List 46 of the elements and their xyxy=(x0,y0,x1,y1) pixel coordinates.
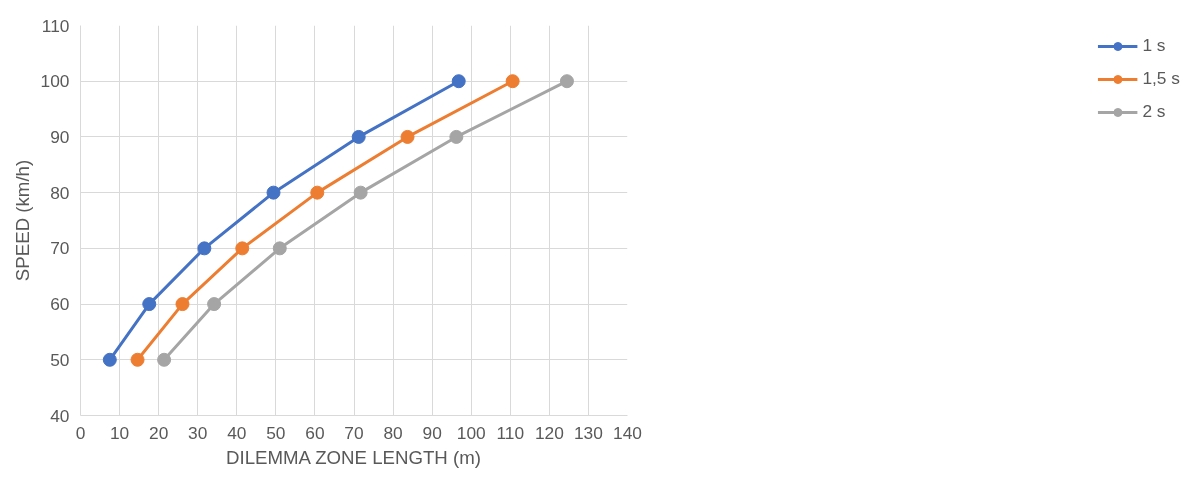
y-tick-label: 50 xyxy=(50,349,70,370)
x-tick-label: 140 xyxy=(613,422,642,443)
y-axis-title: SPEED (km/h) xyxy=(11,159,33,282)
x-axis-title: DILEMMA ZONE LENGTH (m) xyxy=(225,446,481,468)
point xyxy=(505,74,520,89)
point xyxy=(207,297,222,312)
point xyxy=(449,129,464,144)
y-tick-label: 70 xyxy=(50,238,70,259)
point xyxy=(130,352,145,367)
point xyxy=(351,129,366,144)
y-tick-label: 110 xyxy=(41,15,70,36)
point xyxy=(142,297,157,312)
x-tick-label: 40 xyxy=(227,422,247,443)
point xyxy=(400,129,415,144)
point xyxy=(102,352,117,367)
point xyxy=(353,185,368,200)
point xyxy=(451,74,466,89)
point xyxy=(310,185,325,200)
x-tick-label: 30 xyxy=(188,422,208,443)
y-tick-label: 60 xyxy=(50,294,70,315)
x-tick-label: 110 xyxy=(496,422,525,443)
point xyxy=(266,185,281,200)
y-tick-label: 90 xyxy=(50,126,70,147)
point xyxy=(175,297,190,312)
x-tick-label: 80 xyxy=(383,422,403,443)
x-tick-label: 50 xyxy=(266,422,286,443)
point xyxy=(235,241,250,256)
x-tick-label: 70 xyxy=(344,422,364,443)
y-tick-label: 80 xyxy=(50,182,70,203)
x-tick-label: 120 xyxy=(534,422,564,443)
legend-label: 1,5 s xyxy=(1142,68,1180,89)
x-tick-label: 10 xyxy=(109,422,130,443)
point xyxy=(559,74,574,89)
x-tick-label: 100 xyxy=(456,422,486,443)
y-tick-label: 100 xyxy=(40,71,70,92)
point xyxy=(272,241,287,256)
point xyxy=(157,352,172,367)
x-tick-label: 60 xyxy=(305,422,325,443)
y-tick-label: 40 xyxy=(50,405,70,426)
x-tick-label: 20 xyxy=(149,422,169,443)
legend-label: 1 s xyxy=(1142,35,1166,56)
point xyxy=(197,241,212,256)
legend-label: 2 s xyxy=(1142,101,1166,122)
x-tick-label: 90 xyxy=(422,422,442,443)
x-tick-label: 0 xyxy=(75,422,86,443)
x-tick-label: 130 xyxy=(573,422,603,443)
